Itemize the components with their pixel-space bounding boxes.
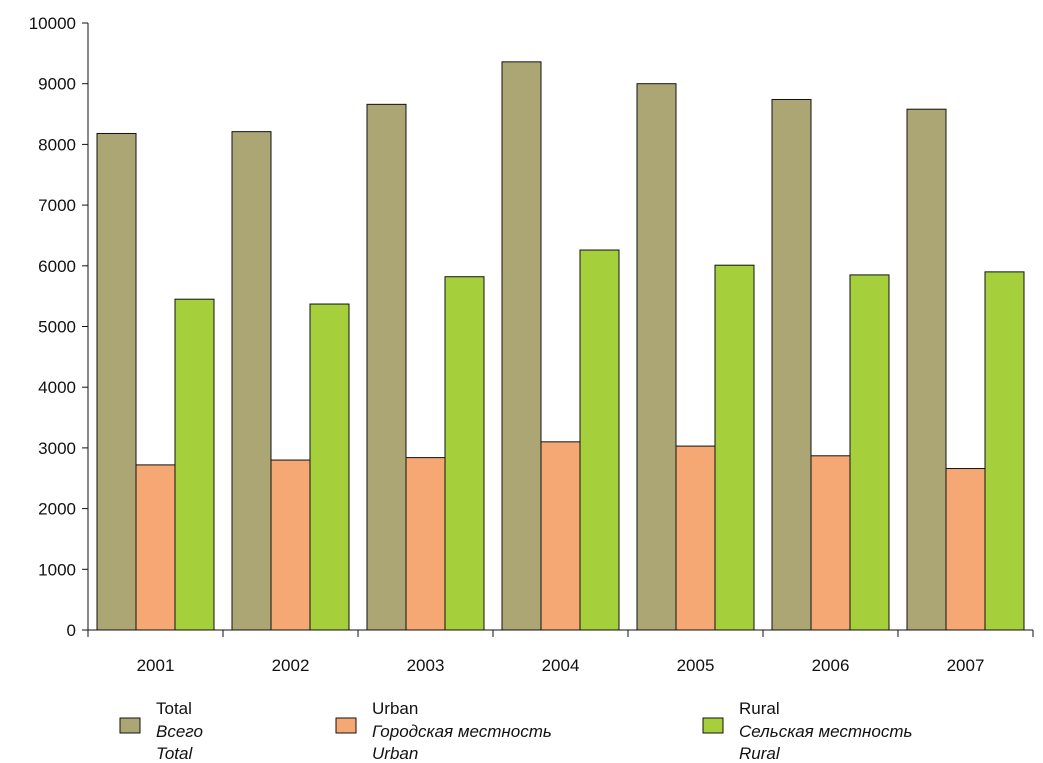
bar-rural-2002 (310, 304, 349, 630)
bar-rural-2001 (175, 299, 214, 630)
bar-urban-2002 (271, 460, 310, 630)
legend-swatch-total (120, 718, 140, 733)
legend-label-en-urban: Urban (372, 744, 418, 763)
bar-total-2001 (97, 133, 136, 630)
bar-total-2006 (772, 99, 811, 630)
x-tick-label: 2001 (137, 656, 175, 675)
y-tick-label: 8000 (38, 135, 76, 154)
y-tick-label: 10000 (29, 14, 76, 33)
bar-total-2007 (907, 109, 946, 630)
legend-label-en-rural: Rural (739, 744, 781, 763)
bar-urban-2001 (136, 465, 175, 630)
legend-label-ru-urban: Городская местность (372, 722, 552, 741)
y-tick-label: 0 (67, 621, 76, 640)
bar-total-2005 (637, 84, 676, 630)
y-tick-label: 7000 (38, 196, 76, 215)
x-tick-label: 2002 (272, 656, 310, 675)
bar-total-2003 (367, 104, 406, 630)
y-axis: 0 1000 2000 3000 4000 5000 6000 7000 8000 9000 100… (29, 14, 88, 640)
legend-swatch-urban (336, 718, 356, 733)
y-tick-label: 2000 (38, 500, 76, 519)
bar-rural-2004 (580, 250, 619, 630)
bar-total-2004 (502, 62, 541, 630)
bar-urban-2004 (541, 442, 580, 630)
bar-urban-2003 (406, 458, 445, 630)
bar-urban-2006 (811, 456, 850, 630)
legend-label-ru-rural: Сельская местность (739, 722, 912, 741)
bar-urban-2007 (946, 469, 985, 630)
y-tick-label: 3000 (38, 439, 76, 458)
legend-label-total: Total (156, 699, 192, 718)
x-tick-label: 2003 (407, 656, 445, 675)
bar-rural-2006 (850, 275, 889, 630)
legend-label-ru-total: Всего (156, 722, 203, 741)
legend-label-urban: Urban (372, 699, 418, 718)
legend-label-rural: Rural (739, 699, 780, 718)
bars (97, 62, 1024, 630)
legend: Total Всего Total Urban Городская местность U… (120, 699, 912, 763)
bar-rural-2005 (715, 265, 754, 630)
legend-label-en-total: Total (156, 744, 193, 763)
y-tick-label: 6000 (38, 257, 76, 276)
y-tick-label: 4000 (38, 378, 76, 397)
y-tick-label: 9000 (38, 75, 76, 94)
y-tick-label: 1000 (38, 560, 76, 579)
x-axis: 2001 2002 2003 2004 2005 2006 2007 (88, 630, 1033, 675)
x-tick-label: 2007 (947, 656, 985, 675)
x-tick-label: 2006 (812, 656, 850, 675)
y-tick-label: 5000 (38, 318, 76, 337)
bar-rural-2003 (445, 277, 484, 630)
bar-total-2002 (232, 132, 271, 630)
bar-urban-2005 (676, 446, 715, 630)
legend-swatch-rural (703, 718, 723, 733)
x-tick-label: 2005 (677, 656, 715, 675)
bar-rural-2007 (985, 272, 1024, 630)
x-tick-label: 2004 (542, 656, 580, 675)
